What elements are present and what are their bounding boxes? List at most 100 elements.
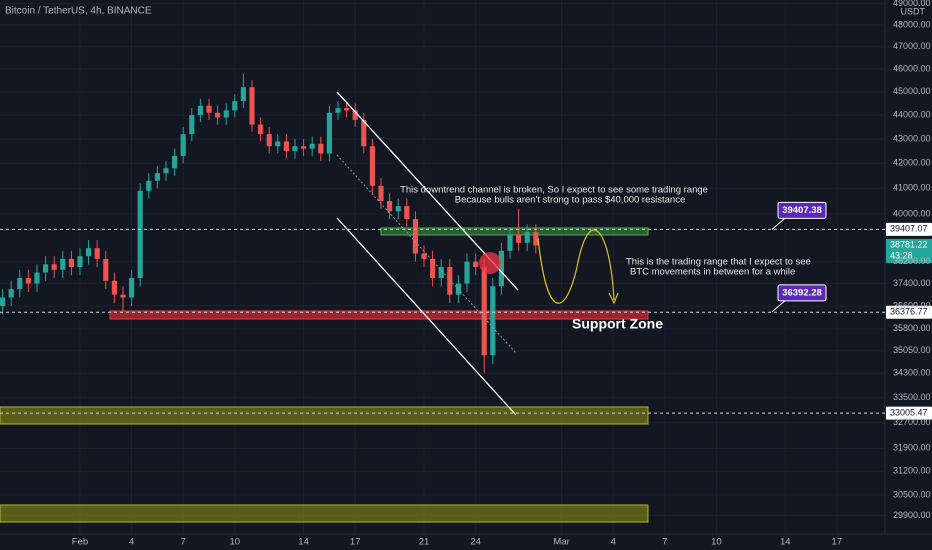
axis-label-box <box>886 406 932 420</box>
break-marker <box>479 252 501 274</box>
candle-body <box>266 134 272 147</box>
y-tick-label: 32700.00 <box>893 417 931 427</box>
candle-body <box>421 253 427 259</box>
y-tick-label: 40000.00 <box>893 208 931 218</box>
x-tick-label: 4 <box>611 537 616 548</box>
candle-body <box>387 201 393 212</box>
annotation: Because bulls aren't strong to pass $40,… <box>455 195 685 206</box>
green-zone <box>380 227 649 236</box>
candle-body <box>111 280 117 295</box>
candle-body <box>335 108 341 113</box>
candle-body <box>516 234 522 243</box>
candle-body <box>447 267 453 295</box>
y-tick-label: 48000.00 <box>893 19 931 29</box>
candle-body <box>498 250 504 287</box>
candle-body <box>473 261 479 268</box>
axis-label: 36376.77 <box>890 307 928 317</box>
candle-body <box>197 105 203 116</box>
red-zone <box>109 310 649 320</box>
overlay: 39407.07 36376.77 33005.47 39407.38 36392.28… <box>0 201 932 420</box>
callout-box <box>777 201 827 219</box>
x-tick-label: 4 <box>129 537 134 548</box>
candle-body <box>60 258 66 270</box>
candle-body <box>103 258 109 281</box>
range-arrow <box>608 292 619 305</box>
candle-body <box>232 101 238 111</box>
candle-body <box>430 258 436 279</box>
x-tick-label: Feb <box>72 537 88 548</box>
candle-body <box>490 286 496 356</box>
x-tick-label: 17 <box>350 537 361 548</box>
candle-body <box>189 115 195 135</box>
candle-body <box>524 232 530 243</box>
candle-body <box>77 256 83 268</box>
x-tick-label: 21 <box>419 537 430 548</box>
candle-body <box>249 87 255 125</box>
candle-body <box>412 219 418 254</box>
candle-body <box>215 112 221 118</box>
candle-body <box>120 294 126 298</box>
candle-body <box>0 297 6 306</box>
candle-body <box>43 264 49 273</box>
candle-body <box>25 278 31 284</box>
x-tick-label: 10 <box>711 537 722 548</box>
candle-body <box>369 146 375 186</box>
annotation: This is the trading range that I expect … <box>626 257 811 268</box>
candle-body <box>180 134 186 156</box>
candle-body <box>146 180 152 191</box>
candle-body <box>275 141 281 147</box>
candle-body <box>223 110 229 118</box>
grid-layer <box>0 0 885 534</box>
x-tick-label: 14 <box>298 537 309 548</box>
axis-label: 33005.47 <box>890 407 928 417</box>
channel-midline <box>336 154 517 354</box>
last-price-box <box>886 238 932 263</box>
candle-body <box>318 143 324 154</box>
y-tick-label: 45000.00 <box>893 86 931 96</box>
candle-body <box>8 289 14 298</box>
y-tick-label: 46000.00 <box>893 63 931 73</box>
support-label: Support Zone <box>572 316 663 332</box>
candle-body <box>137 190 143 279</box>
annotation: BTC movements in between for a while <box>630 267 795 278</box>
candle-body <box>51 264 57 270</box>
axis-label-box <box>886 305 932 319</box>
y-tick-label: 36600.00 <box>893 300 931 310</box>
y-tick-label: 41000.00 <box>893 183 931 193</box>
y-tick-label: 42000.00 <box>893 158 931 168</box>
y-tick-label: 31200.00 <box>893 466 931 476</box>
candle-body <box>464 261 470 284</box>
range-curve <box>537 229 615 304</box>
candle-body <box>309 143 315 149</box>
y-tick-label: 37400.00 <box>893 278 931 288</box>
candle-body <box>344 108 350 111</box>
candle-body <box>533 232 539 246</box>
candle-body <box>292 146 298 152</box>
y-tick-label: 43000.00 <box>893 133 931 143</box>
candle-body <box>240 87 246 102</box>
x-tick-label: 14 <box>780 537 791 548</box>
callout-box <box>777 284 827 302</box>
candle-body <box>206 105 212 113</box>
y-tick-label: 31900.00 <box>893 443 931 453</box>
last-price-label: 38781.22 <box>890 239 928 249</box>
candle-body <box>154 173 160 181</box>
y-tick-label: 33500.00 <box>893 392 931 402</box>
y-tick-label: 35050.00 <box>893 345 931 355</box>
y-tick-label: 47000.00 <box>893 41 931 51</box>
axis-label-box <box>886 222 932 236</box>
candle-body <box>283 141 289 152</box>
candle-body <box>68 258 74 268</box>
candle-body <box>404 206 410 220</box>
x-tick-label: 24 <box>470 537 481 548</box>
candle-body <box>326 112 332 154</box>
callout-pointer <box>771 299 787 313</box>
yellow-zone <box>0 504 649 523</box>
y-tick-label: 30500.00 <box>893 489 931 499</box>
chart-title: Bitcoin / TetherUS, 4h, BINANCE <box>5 6 152 17</box>
y-tick-label: 29900.00 <box>893 510 931 520</box>
candle-body <box>378 185 384 202</box>
candle-body <box>163 168 169 174</box>
callout-label: 39407.38 <box>782 205 822 216</box>
